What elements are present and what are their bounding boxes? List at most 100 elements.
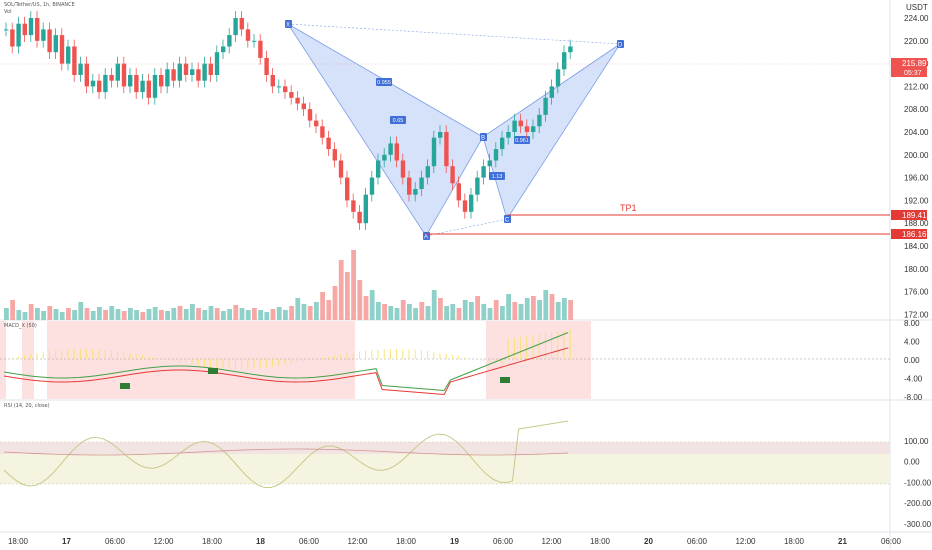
volume-bar xyxy=(307,306,313,320)
price-tick: 176.00 xyxy=(904,288,929,297)
pattern-point-marker[interactable] xyxy=(285,20,292,28)
volume-bar xyxy=(407,304,412,320)
symbol-header[interactable]: SOL/Tether/US, 1h, BINANCE xyxy=(4,2,75,8)
rsi-header[interactable]: RSI (14, 20, close) xyxy=(4,403,50,409)
candle-body xyxy=(481,166,486,178)
volume-bar xyxy=(531,296,536,320)
macd-region xyxy=(0,321,6,399)
volume-bar xyxy=(221,311,226,320)
candle-body xyxy=(128,75,133,87)
pattern-ratio-line xyxy=(482,43,621,138)
candle-body xyxy=(357,211,362,224)
pattern-bcd-triangle[interactable] xyxy=(482,43,621,220)
volume-bar xyxy=(97,307,102,320)
rsi-axis[interactable]: 100.00 0.00 -100.00 -200.00 -300.00 xyxy=(904,437,932,529)
level-value-189: 189.41 xyxy=(902,211,927,220)
candle-body xyxy=(152,75,158,98)
candle-body xyxy=(493,149,499,161)
volume-bar xyxy=(345,272,350,320)
volume-bar xyxy=(78,302,84,320)
rsi-tick: 100.00 xyxy=(904,437,929,446)
macd-line xyxy=(3,332,569,392)
candle-body xyxy=(425,166,430,178)
candle-body xyxy=(115,63,120,81)
harmonic-pattern[interactable]: X A B C D 0.955 0.65 0.961 1.13 xyxy=(285,20,624,241)
volume-bar xyxy=(388,306,394,320)
time-axis[interactable]: 18:00 17 06:00 12:00 18:00 18 06:00 12:00 18:00 1… xyxy=(8,537,902,546)
volume-bar xyxy=(376,302,381,320)
candle-body xyxy=(35,18,40,41)
volume-bar xyxy=(152,307,158,320)
candle-body xyxy=(214,52,220,75)
price-tick: 208.00 xyxy=(904,105,929,114)
volume-bars xyxy=(4,250,573,320)
pattern-point-marker[interactable] xyxy=(504,215,511,223)
volume-bar xyxy=(382,304,387,320)
candle-body xyxy=(475,177,480,195)
candle-body xyxy=(326,137,331,150)
pattern-xab-triangle[interactable] xyxy=(287,23,484,237)
macd-cross-marker xyxy=(208,368,218,374)
candle-body xyxy=(28,18,34,36)
volume-bar xyxy=(450,304,456,320)
rsi-tick: -100.00 xyxy=(904,478,932,487)
pattern-ratio-line xyxy=(425,218,508,237)
candle-body xyxy=(531,126,536,132)
volume-bar xyxy=(419,302,425,320)
macd-cross-marker xyxy=(120,383,130,389)
volume-bar xyxy=(475,296,480,320)
volume-bar xyxy=(128,308,133,320)
volume-bar xyxy=(413,308,418,320)
macd-axis[interactable]: 8.00 4.00 0.00 -4.00 -8.00 xyxy=(904,319,923,402)
candle-body xyxy=(109,75,114,81)
candle-body xyxy=(314,120,319,127)
candle-body xyxy=(59,35,65,64)
rsi-tick: -300.00 xyxy=(904,520,932,529)
volume-header[interactable]: Vol xyxy=(4,9,12,15)
macd-signal-line xyxy=(3,347,569,396)
price-tick: 200.00 xyxy=(904,151,929,160)
macd-header[interactable]: MACD_X (50) xyxy=(4,323,37,329)
candle-body xyxy=(518,120,523,127)
price-tick: 220.00 xyxy=(904,37,929,46)
volume-bar xyxy=(245,310,251,320)
volume-bar xyxy=(314,302,319,320)
candle-body xyxy=(165,69,170,87)
pattern-point-label: A xyxy=(424,235,428,241)
volume-bar xyxy=(227,309,232,320)
pattern-point-label: B xyxy=(481,136,485,142)
pattern-point-label: D xyxy=(618,43,623,49)
volume-bar xyxy=(487,308,493,320)
volume-bar xyxy=(425,306,431,320)
volume-bar xyxy=(233,305,239,320)
pattern-ratio-badge xyxy=(514,136,530,144)
volume-bar xyxy=(252,308,257,320)
volume-bar xyxy=(369,290,375,320)
candle-body xyxy=(190,69,195,75)
price-tick: 204.00 xyxy=(904,128,929,137)
volume-bar xyxy=(518,304,524,320)
time-tick: 18 xyxy=(256,537,265,546)
time-tick: 19 xyxy=(450,537,459,546)
volume-bar xyxy=(47,306,53,320)
volume-bar xyxy=(512,302,518,320)
level-value-186: 186.16 xyxy=(902,230,927,239)
time-tick: 18:00 xyxy=(396,537,417,546)
macd-region xyxy=(22,321,34,399)
candlesticks xyxy=(4,11,573,231)
volume-bar xyxy=(239,308,245,320)
pattern-ratio-badge xyxy=(489,172,505,180)
candle-body xyxy=(66,46,71,64)
tp1-label: TP1 xyxy=(620,203,637,213)
pattern-point-marker[interactable] xyxy=(617,40,624,48)
pattern-point-marker[interactable] xyxy=(480,133,487,141)
volume-bar xyxy=(90,311,96,320)
volume-bar xyxy=(493,300,499,320)
volume-bar xyxy=(549,294,555,320)
candle-body xyxy=(233,18,238,36)
candle-body xyxy=(469,194,474,212)
volume-bar xyxy=(214,308,220,320)
candle-body xyxy=(276,86,282,88)
candle-body xyxy=(376,160,381,178)
